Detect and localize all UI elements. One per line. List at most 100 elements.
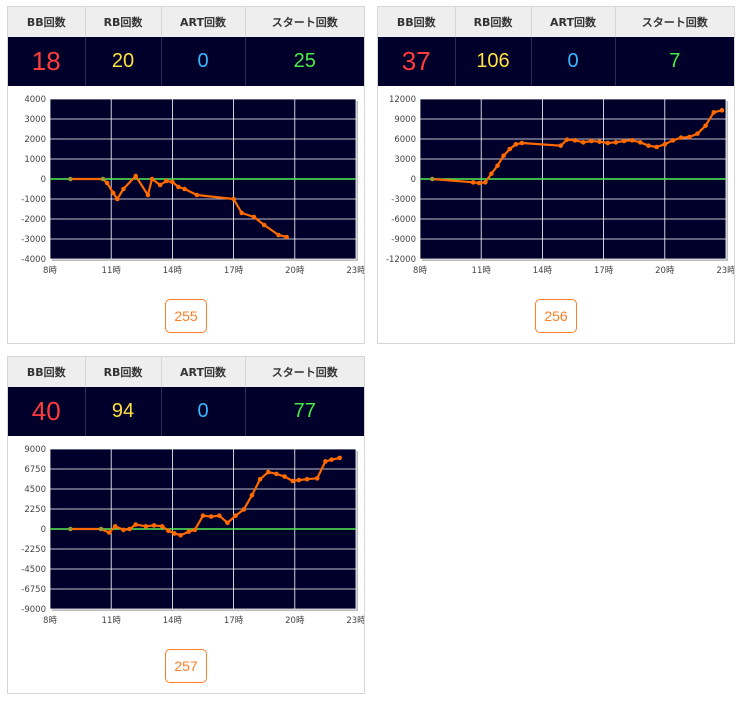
data-point (186, 529, 192, 534)
data-point (127, 526, 132, 532)
y-tick-label: -1000 (21, 195, 46, 205)
machine-number-button[interactable]: 256 (535, 299, 577, 333)
data-point (337, 455, 342, 461)
data-point (329, 457, 334, 462)
data-point (654, 144, 659, 150)
y-tick-label: 1000 (24, 155, 46, 165)
data-point (290, 478, 296, 484)
rb-count: 106 (455, 37, 532, 86)
data-card-255: BB回数 RB回数 ART回数 スタート回数 18 20 0 25 4000 30… (7, 6, 365, 344)
data-point (208, 514, 214, 519)
art-count: 0 (531, 37, 616, 86)
data-point (151, 523, 157, 528)
x-tick-label: 20時 (285, 616, 305, 626)
data-point (429, 176, 435, 182)
data-point (100, 176, 106, 182)
data-point (98, 526, 104, 532)
data-point (274, 471, 279, 477)
data-point (225, 520, 230, 526)
data-point (507, 146, 513, 152)
data-point (194, 192, 200, 198)
data-point (192, 527, 198, 533)
data-point (233, 513, 238, 518)
header-rb: RB回数 (455, 7, 532, 37)
header-art: ART回数 (161, 357, 246, 387)
data-point (296, 477, 302, 483)
x-tick-label: 17時 (224, 616, 244, 626)
data-point (282, 474, 287, 479)
header-rb: RB回数 (85, 7, 162, 37)
data-point (558, 143, 564, 148)
start-count: 25 (245, 37, 364, 86)
header-art: ART回数 (531, 7, 616, 37)
header-start: スタート回数 (245, 7, 364, 37)
data-point (513, 142, 519, 147)
data-point (686, 134, 692, 140)
data-point (501, 153, 506, 158)
data-point (217, 513, 222, 518)
y-tick-label: -9000 (391, 235, 416, 245)
y-tick-label: 0 (411, 175, 416, 185)
data-point (231, 196, 236, 202)
data-point (265, 469, 271, 475)
data-point (178, 532, 183, 538)
y-tick-label: -3000 (21, 235, 46, 245)
data-point (261, 222, 267, 228)
data-point (703, 123, 708, 128)
data-point (157, 182, 163, 188)
data-point (149, 176, 155, 182)
data-point (476, 180, 482, 186)
y-tick-label: 9000 (394, 115, 416, 125)
x-tick-label: 17時 (594, 266, 614, 276)
data-point (572, 138, 578, 143)
data-point (519, 140, 525, 146)
header-rb: RB回数 (85, 357, 162, 387)
y-tick-label: 2250 (24, 505, 46, 515)
data-card-257: BB回数 RB回数 ART回数 スタート回数 40 94 0 77 9000 67… (7, 356, 365, 694)
x-tick-label: 11時 (102, 266, 122, 276)
header-start: スタート回数 (615, 7, 734, 37)
x-tick-label: 14時 (163, 266, 183, 276)
header-start: スタート回数 (245, 357, 364, 387)
art-count: 0 (161, 37, 246, 86)
data-point (251, 214, 257, 220)
data-point (470, 180, 476, 185)
data-point (112, 524, 118, 529)
data-point (621, 138, 627, 144)
data-point (163, 178, 169, 184)
y-tick-label: -9000 (21, 605, 46, 615)
y-tick-label: 3000 (394, 155, 416, 165)
bb-count: 40 (8, 387, 86, 436)
data-point (662, 142, 668, 147)
x-tick-label: 8時 (43, 616, 57, 626)
data-point (695, 131, 700, 136)
data-point (257, 476, 263, 482)
header-bb: BB回数 (378, 7, 456, 37)
start-count: 7 (615, 37, 734, 86)
data-point (564, 137, 570, 142)
data-point (719, 108, 725, 113)
data-point (121, 186, 126, 192)
data-point (170, 179, 175, 185)
x-tick-label: 23時 (716, 266, 734, 276)
data-point (629, 138, 635, 143)
y-tick-label: 3000 (24, 115, 46, 125)
x-tick-label: 20時 (655, 266, 675, 276)
data-point (110, 190, 116, 196)
y-tick-label: -6000 (391, 215, 416, 225)
machine-number-button[interactable]: 255 (165, 299, 207, 333)
machine-number-button[interactable]: 257 (165, 649, 207, 683)
data-point (121, 527, 126, 533)
y-tick-label: 4000 (24, 95, 46, 105)
x-tick-label: 20時 (285, 266, 305, 276)
y-tick-label: -2250 (21, 545, 46, 555)
x-tick-label: 11時 (102, 616, 122, 626)
data-point (143, 524, 149, 529)
y-tick-label: -6750 (21, 585, 46, 595)
header-art: ART回数 (161, 7, 246, 37)
data-point (241, 507, 247, 512)
data-card-256: BB回数 RB回数 ART回数 スタート回数 37 106 0 7 12000 9… (377, 6, 735, 344)
x-tick-label: 14時 (163, 616, 183, 626)
